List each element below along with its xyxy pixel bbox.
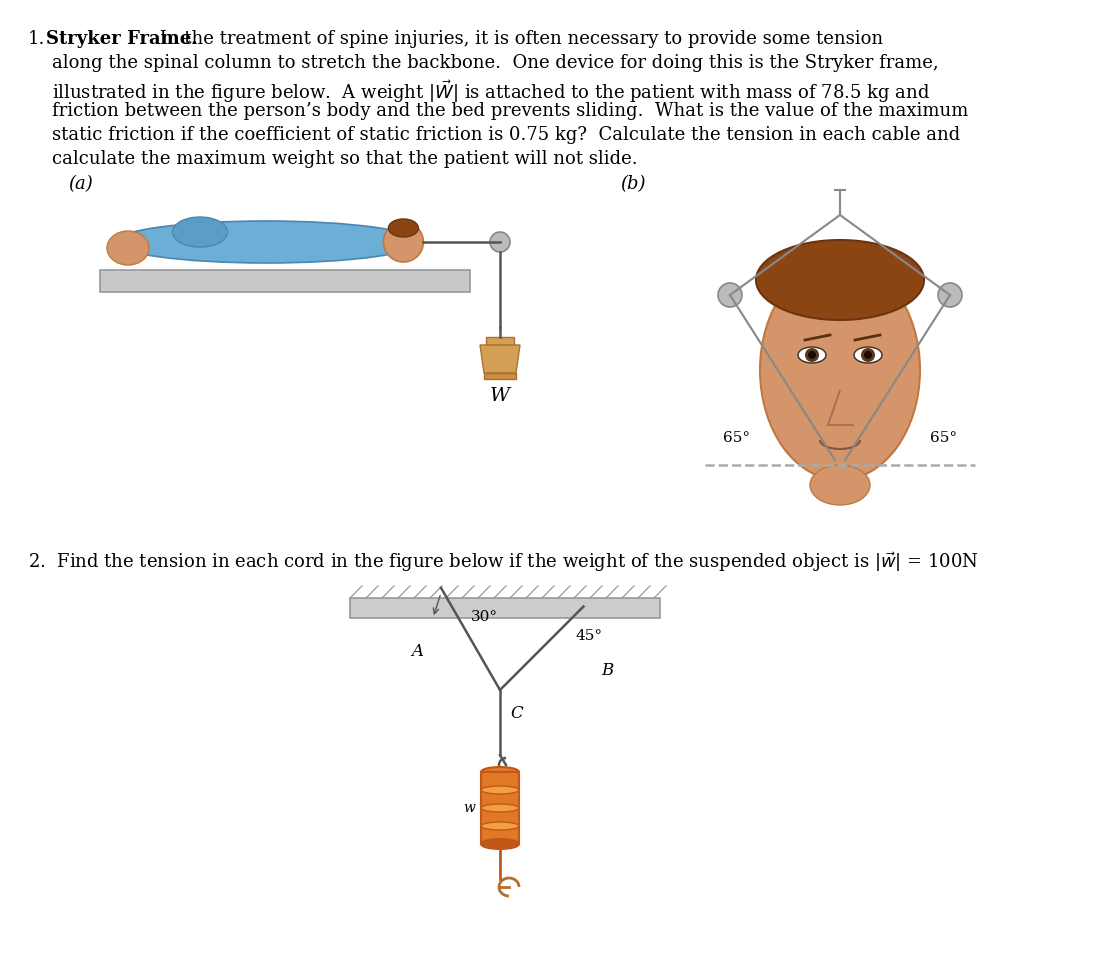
Ellipse shape — [808, 351, 816, 359]
Ellipse shape — [756, 240, 924, 320]
Ellipse shape — [115, 221, 418, 263]
Text: A: A — [411, 643, 423, 660]
Ellipse shape — [480, 822, 519, 830]
Text: 1.: 1. — [29, 30, 45, 48]
Ellipse shape — [760, 260, 920, 480]
Ellipse shape — [864, 351, 872, 359]
Text: friction between the person’s body and the bed prevents sliding.  What is the va: friction between the person’s body and t… — [52, 102, 969, 120]
Text: In the treatment of spine injuries, it is often necessary to provide some tensio: In the treatment of spine injuries, it i… — [154, 30, 883, 48]
Circle shape — [383, 222, 423, 262]
Ellipse shape — [108, 231, 149, 265]
Ellipse shape — [480, 804, 519, 812]
Ellipse shape — [172, 217, 227, 247]
Text: illustrated in the figure below.  A weight $|\vec{W}|$ is attached to the patien: illustrated in the figure below. A weigh… — [52, 78, 930, 105]
FancyBboxPatch shape — [486, 337, 514, 345]
Ellipse shape — [480, 839, 519, 849]
Text: (a): (a) — [68, 175, 93, 193]
Text: W: W — [490, 387, 510, 405]
Text: along the spinal column to stretch the backbone.  One device for doing this is t: along the spinal column to stretch the b… — [52, 54, 939, 72]
Ellipse shape — [480, 767, 519, 777]
Circle shape — [490, 232, 510, 252]
Ellipse shape — [388, 219, 418, 237]
Text: Stryker Frame.: Stryker Frame. — [46, 30, 197, 48]
Polygon shape — [480, 345, 520, 373]
Text: C: C — [510, 705, 523, 722]
Ellipse shape — [480, 786, 519, 794]
Ellipse shape — [853, 347, 882, 363]
Text: (b): (b) — [620, 175, 645, 193]
Ellipse shape — [810, 465, 870, 505]
Text: B: B — [601, 661, 613, 679]
Text: static friction if the coefficient of static friction is 0.75 kg?  Calculate the: static friction if the coefficient of st… — [52, 126, 960, 144]
Circle shape — [719, 283, 742, 307]
Circle shape — [938, 283, 962, 307]
Text: calculate the maximum weight so that the patient will not slide.: calculate the maximum weight so that the… — [52, 150, 637, 168]
Text: 65°: 65° — [930, 431, 957, 445]
Ellipse shape — [861, 348, 875, 362]
Text: w: w — [463, 801, 475, 815]
Text: 2.  Find the tension in each cord in the figure below if the weight of the suspe: 2. Find the tension in each cord in the … — [29, 550, 979, 574]
FancyBboxPatch shape — [480, 772, 519, 844]
Text: 30°: 30° — [471, 610, 498, 624]
FancyBboxPatch shape — [350, 598, 660, 618]
FancyBboxPatch shape — [100, 270, 470, 292]
FancyBboxPatch shape — [484, 373, 516, 379]
Text: 65°: 65° — [723, 431, 750, 445]
Ellipse shape — [805, 348, 819, 362]
Ellipse shape — [798, 347, 826, 363]
Text: 45°: 45° — [576, 629, 602, 642]
